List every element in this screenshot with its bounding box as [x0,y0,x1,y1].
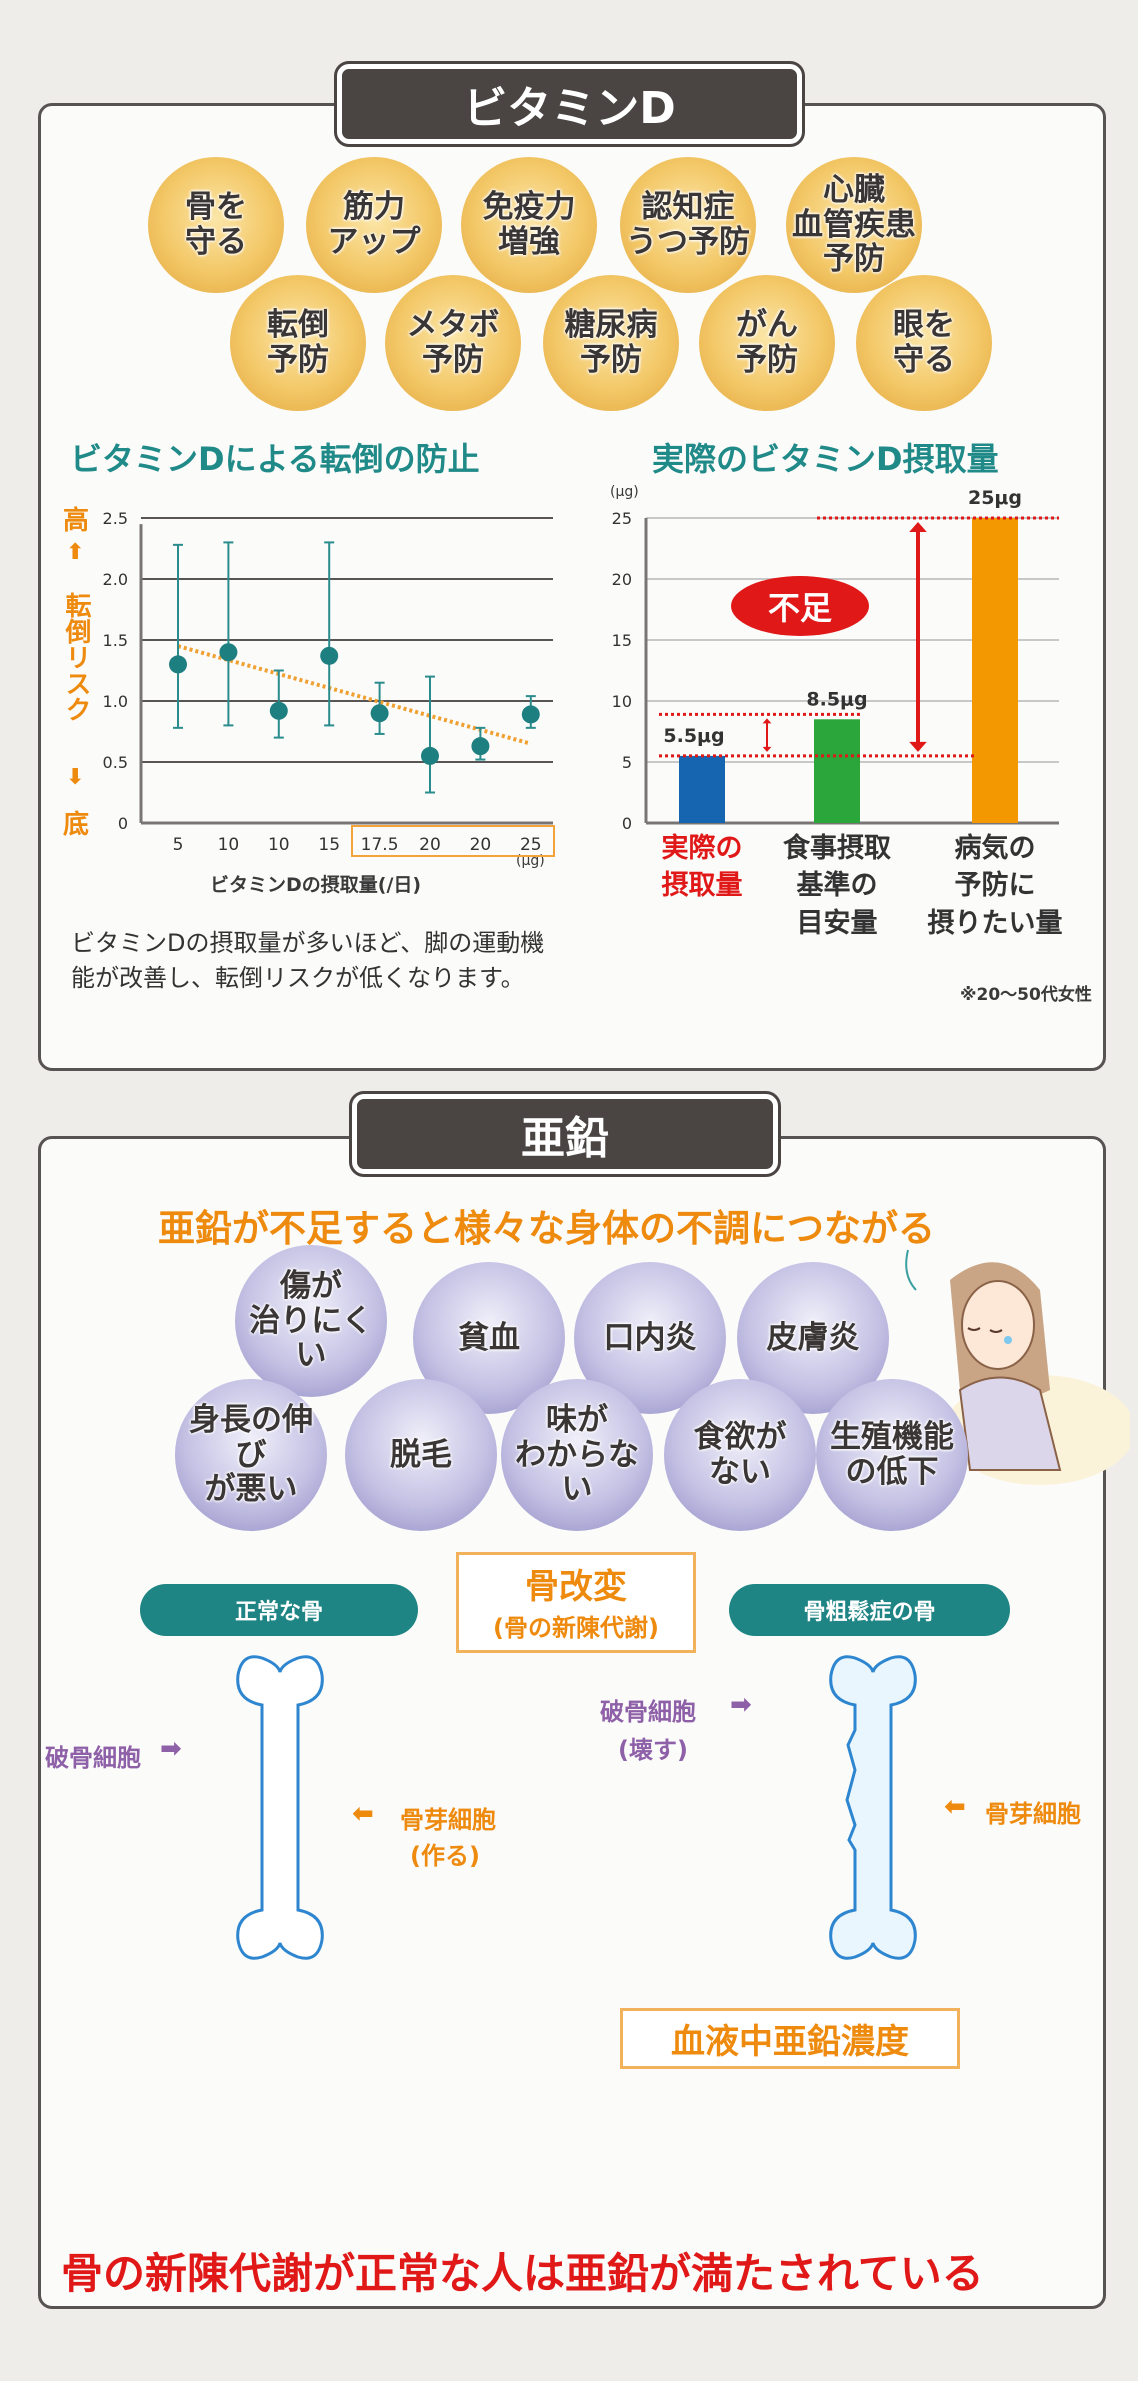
benefit-circle: 免疫力 増強 [461,157,597,293]
osteoclast-note: (壊す) [618,1736,688,1764]
symptom-circle: 身長の伸び が悪い [175,1379,327,1531]
benefit-circle: 転倒 予防 [230,275,366,411]
benefit-circle: 筋力 アップ [306,157,442,293]
normal-bone-illustration [236,1655,324,1960]
fall-x-unit: (μg) [516,853,545,869]
zinc-panel [38,1136,1106,2309]
zinc-tab-title: 亜鉛 [349,1091,781,1177]
fall-x-label: ビタミンDの摂取量(/日) [210,874,422,896]
symptom-circle: 生殖機能 の低下 [816,1379,968,1531]
bone-remodel-subtitle: (骨の新陳代謝) [493,1614,659,1642]
osteoporosis-bone-illustration [829,1655,917,1960]
risk-high-label: 高 [63,506,90,536]
intake-chart-title: 実際のビタミンD摂取量 [652,440,999,478]
intake-category-label: 実際の 摂取量 [661,833,743,902]
benefit-circle: 眼を 守る [856,275,992,411]
osteoclast-label-left: 破骨細胞 [45,1744,141,1772]
fall-caption: ビタミンDの摂取量が多いほど、脚の運動機能が改善し、転倒リスクが低くなります。 [71,929,545,992]
normal-bone-label: 正常な骨 [140,1584,418,1636]
benefit-circle: 心臓 血管疾患 予防 [786,157,922,293]
vitamin-d-tab-title: ビタミンD [334,61,805,147]
blood-zinc-title: 血液中亜鉛濃度 [671,2022,909,2062]
arrow-right-icon: ➡ [160,1734,182,1764]
shortage-label: 不足 [767,589,832,627]
osteoblast-label-left: 骨芽細胞 [400,1806,496,1834]
symptom-circle: 食欲が ない [664,1379,816,1531]
osteoblast-note: (作る) [410,1842,480,1870]
symptom-circle: 傷が 治りにくい [235,1245,387,1397]
fall-chart-title: ビタミンDによる転倒の防止 [70,440,480,478]
osteoporosis-bone-label: 骨粗鬆症の骨 [729,1584,1010,1636]
arrow-up-icon: ⬆ [66,540,85,565]
arrow-left-icon: ⬅ [944,1792,966,1822]
shortage-badge: 不足 [731,576,869,636]
zinc-heading: 亜鉛が不足すると様々な身体の不調につながる [158,1207,935,1250]
benefit-circle: メタボ 予防 [385,275,521,411]
blood-zinc-title-box: 血液中亜鉛濃度 [620,2008,960,2069]
osteoblast-label-right: 骨芽細胞 [985,1800,1081,1828]
intake-category-label: 病気の 予防に 摂りたい量 [927,833,1063,939]
note: ※20〜50代女性 [960,985,1092,1005]
conclusion: 骨の新陳代謝が正常な人は亜鉛が満たされている [61,2249,984,2298]
arrow-down-icon: ⬇ [66,765,85,790]
benefit-circle: がん 予防 [699,275,835,411]
bone-remodel-box: 骨改変 (骨の新陳代謝) [456,1552,696,1653]
arrow-left-icon: ⬅ [352,1799,374,1829]
intake-unit: (μg) [610,484,639,500]
risk-low-label: 底 [63,810,90,840]
benefit-circle: 骨を 守る [148,157,284,293]
risk-label: 転倒リスク [61,592,91,722]
osteoclast-label-right: 破骨細胞 [600,1698,696,1726]
benefit-circle: 糖尿病 予防 [543,275,679,411]
arrow-right-icon: ➡ [730,1690,752,1720]
bone-remodel-title: 骨改変 [525,1567,627,1607]
intake-category-label: 食事摂取 基準の 目安量 [783,833,891,939]
benefit-circle: 認知症 うつ予防 [620,157,756,293]
symptom-circle: 味が わからない [501,1379,653,1531]
symptom-circle: 脱毛 [345,1379,497,1531]
troubled-woman-illustration [905,1249,1130,1485]
